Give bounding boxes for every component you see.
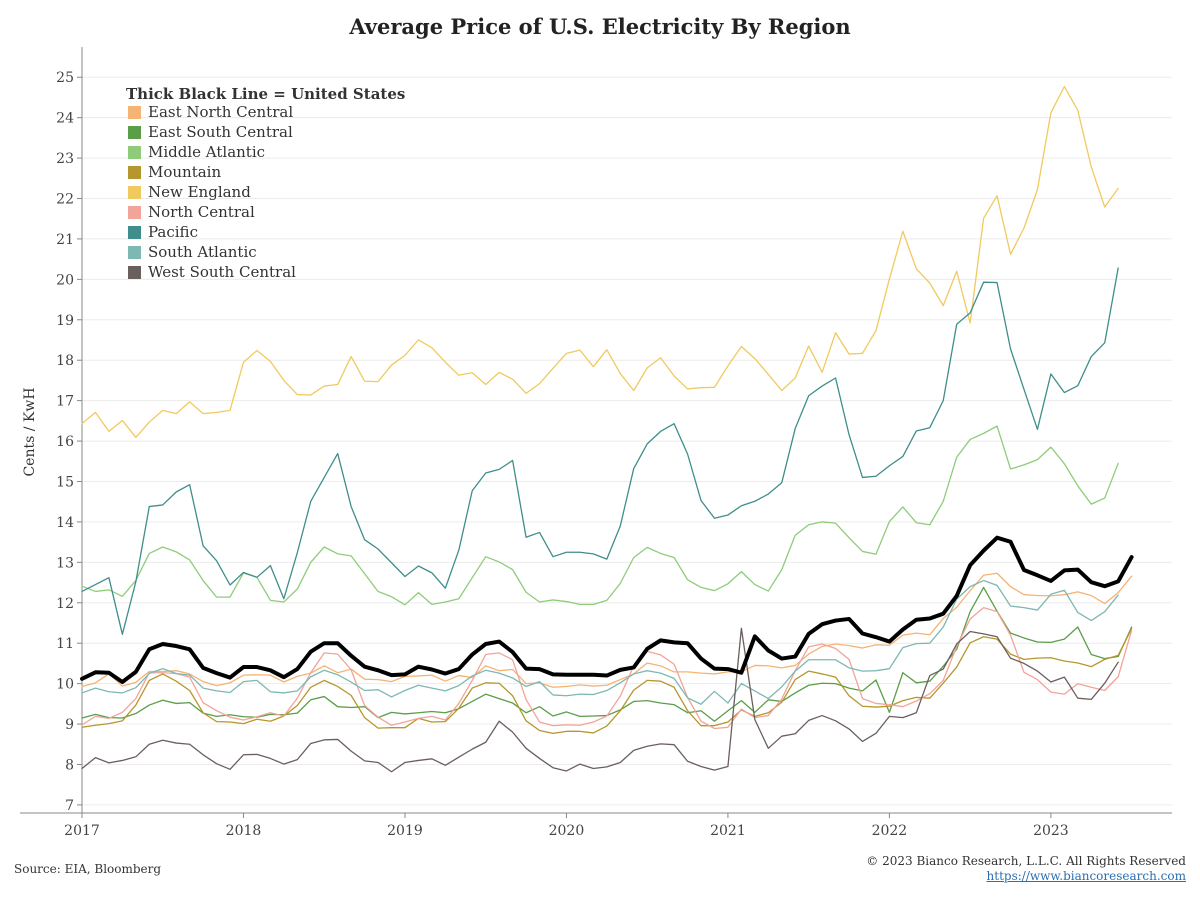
y-tick-label: 15 [56, 474, 74, 490]
series-line-east-south-central [81, 586, 1133, 722]
y-tick-label: 14 [56, 515, 74, 531]
legend-label: West South Central [148, 263, 296, 281]
legend-label: South Atlantic [148, 243, 257, 261]
series-line-south-atlantic [81, 579, 1119, 705]
legend-swatch [128, 226, 141, 239]
x-tick-label: 2023 [1033, 823, 1069, 839]
x-tick-label: 2021 [710, 823, 746, 839]
legend-swatch [128, 206, 141, 219]
legend-title: Thick Black Line = United States [126, 85, 405, 103]
y-axis-ticks: 7 8 9 10 11 12 13 14 15 16 17 18 19 20 21 22 23 24 25 [56, 70, 82, 814]
source-note: Source: EIA, Bloomberg [14, 862, 162, 876]
series-line-north-central [81, 606, 1133, 730]
x-axis-ticks: 2017 2018 2019 2020 2021 2022 2023 [64, 813, 1069, 839]
y-tick-label: 19 [56, 313, 74, 329]
x-tick-label: 2019 [387, 823, 423, 839]
legend-label: North Central [148, 203, 255, 221]
legend-swatch [128, 266, 141, 279]
legend-label: Mountain [148, 163, 221, 181]
axes [20, 47, 1172, 814]
legend-swatch [128, 166, 141, 179]
series-line-mountain [81, 627, 1133, 735]
y-tick-label: 23 [56, 151, 74, 167]
legend-swatch [128, 126, 141, 139]
y-tick-label: 12 [56, 596, 74, 612]
chart-title: Average Price of U.S. Electricity By Reg… [349, 14, 851, 39]
series-line-east-north-central [81, 572, 1133, 688]
series-line-west-south-central [81, 627, 1119, 773]
y-tick-label: 22 [56, 191, 74, 207]
y-tick-label: 7 [65, 798, 74, 814]
y-tick-label: 24 [56, 111, 74, 127]
x-tick-label: 2018 [226, 823, 262, 839]
legend-label: East South Central [148, 123, 293, 141]
x-tick-label: 2020 [549, 823, 585, 839]
y-tick-label: 10 [56, 677, 74, 693]
legend-label: New England [148, 183, 251, 201]
series-line-united-states [80, 535, 1134, 685]
copyright-text: © 2023 Bianco Research, L.L.C. All Right… [866, 854, 1186, 868]
gridlines [82, 76, 1172, 806]
legend-label: East North Central [148, 103, 293, 121]
y-tick-label: 16 [56, 434, 74, 450]
y-tick-label: 9 [65, 717, 74, 733]
y-tick-label: 18 [56, 353, 74, 369]
legend-swatch [128, 146, 141, 159]
series-line-pacific [81, 267, 1119, 635]
y-tick-label: 13 [56, 555, 74, 571]
legend-swatch [128, 106, 141, 119]
y-tick-label: 21 [56, 232, 74, 248]
legend-label: Middle Atlantic [148, 143, 265, 161]
x-tick-label: 2022 [872, 823, 908, 839]
legend-label: Pacific [148, 223, 198, 241]
x-tick-label: 2017 [64, 823, 100, 839]
y-tick-label: 17 [56, 394, 74, 410]
legend-swatch [128, 186, 141, 199]
series-line-new-england [81, 85, 1119, 439]
y-tick-label: 11 [56, 636, 74, 652]
legend-swatch [128, 246, 141, 259]
legend: Thick Black Line = United States East No… [126, 85, 405, 281]
series-lines [80, 85, 1134, 773]
website-link[interactable]: https://www.biancoresearch.com [986, 869, 1186, 883]
y-tick-label: 25 [56, 70, 74, 86]
y-tick-label: 20 [56, 272, 74, 288]
y-axis-label: Cents / KwH [22, 387, 38, 476]
y-tick-label: 8 [65, 757, 74, 773]
copyright-block: © 2023 Bianco Research, L.L.C. All Right… [866, 854, 1186, 884]
